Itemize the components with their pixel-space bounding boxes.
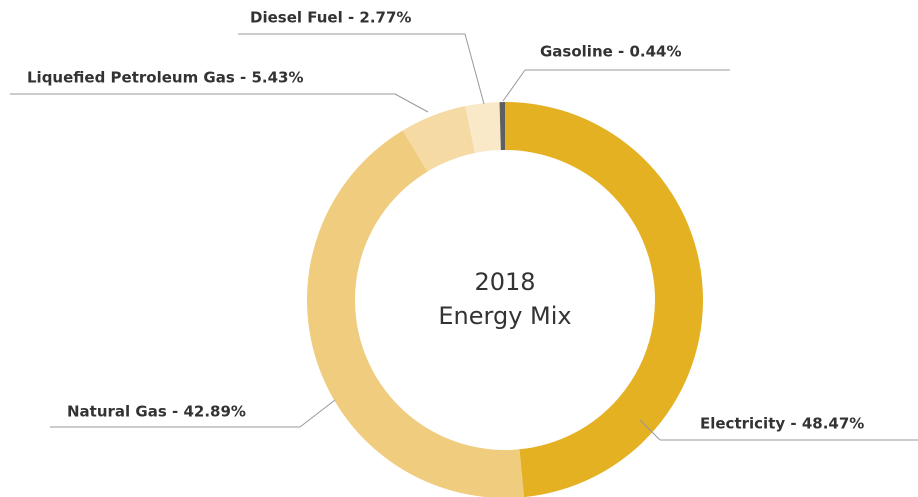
donut-slice <box>505 102 703 497</box>
leader-line <box>394 93 429 113</box>
donut-slice <box>465 102 501 154</box>
slice-label: Gasoline - 0.44% <box>540 43 682 61</box>
slice-label: Natural Gas - 42.89% <box>67 403 246 421</box>
donut-slice <box>499 102 505 151</box>
leader-line <box>502 69 526 102</box>
leader-line <box>464 33 485 105</box>
donut-slice <box>307 130 524 497</box>
center-text: Energy Mix <box>438 302 571 330</box>
leader-line <box>299 399 336 428</box>
slice-label: Diesel Fuel - 2.77% <box>250 9 411 27</box>
center-text: 2018 <box>474 268 535 296</box>
donut-slice <box>402 106 475 172</box>
slice-label: Electricity - 48.47% <box>700 415 864 433</box>
leader-line <box>639 419 661 441</box>
slice-label: Liquefied Petroleum Gas - 5.43% <box>27 69 304 87</box>
